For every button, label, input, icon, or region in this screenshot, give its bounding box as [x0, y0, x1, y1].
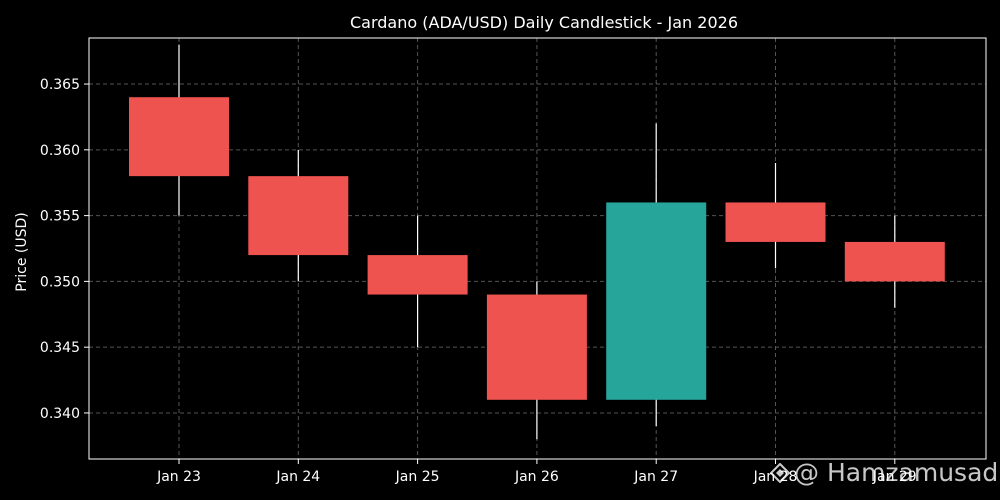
candle-jan-25 — [367, 215, 468, 348]
candle-jan-23 — [129, 44, 229, 216]
candle-jan-26 — [486, 281, 587, 440]
y-tick-label: 0.340 — [40, 406, 80, 422]
candle-body-down — [129, 97, 229, 177]
x-tick-label: Jan 23 — [156, 469, 201, 485]
candle-body-down — [725, 202, 826, 242]
candle-jan-28 — [725, 162, 826, 269]
candle-body-down — [248, 176, 349, 256]
x-tick-label: Jan 25 — [395, 469, 440, 485]
candle-body-down — [844, 241, 945, 282]
plot-frame — [88, 37, 987, 460]
watermark-text: @ Hamzamusadi — [794, 458, 1000, 487]
x-tick-label: Jan 27 — [633, 469, 678, 485]
x-tick-label: Jan 24 — [275, 469, 320, 485]
y-tick-label: 0.350 — [40, 274, 80, 290]
y-tick-label: 0.365 — [40, 77, 80, 93]
candle-body-down — [367, 255, 468, 295]
candles — [129, 44, 945, 440]
logo-diamond-icon — [770, 463, 790, 483]
candle-jan-29 — [844, 215, 945, 308]
x-axis-ticks: Jan 23 Jan 24 Jan 25 Jan 26 Jan 27 Jan 28 Jan … — [156, 459, 917, 485]
watermark: @ Hamzamusadi — [770, 458, 1000, 487]
candle-body-down — [486, 294, 587, 400]
x-tick-label: Jan 26 — [514, 469, 559, 485]
y-tick-label: 0.360 — [40, 143, 80, 159]
candle-jan-27 — [606, 123, 707, 427]
y-axis-label: Price (USD) — [14, 212, 30, 291]
candle-body-up — [606, 202, 707, 400]
y-tick-label: 0.355 — [40, 209, 80, 225]
y-tick-label: 0.345 — [40, 340, 80, 356]
y-axis-ticks: 0.340 0.345 0.350 0.355 0.360 0.365 — [40, 77, 89, 422]
chart-title: Cardano (ADA/USD) Daily Candlestick - Ja… — [350, 13, 738, 32]
candle-jan-24 — [248, 149, 349, 282]
x-tick-label: Jan 29 — [872, 469, 917, 485]
